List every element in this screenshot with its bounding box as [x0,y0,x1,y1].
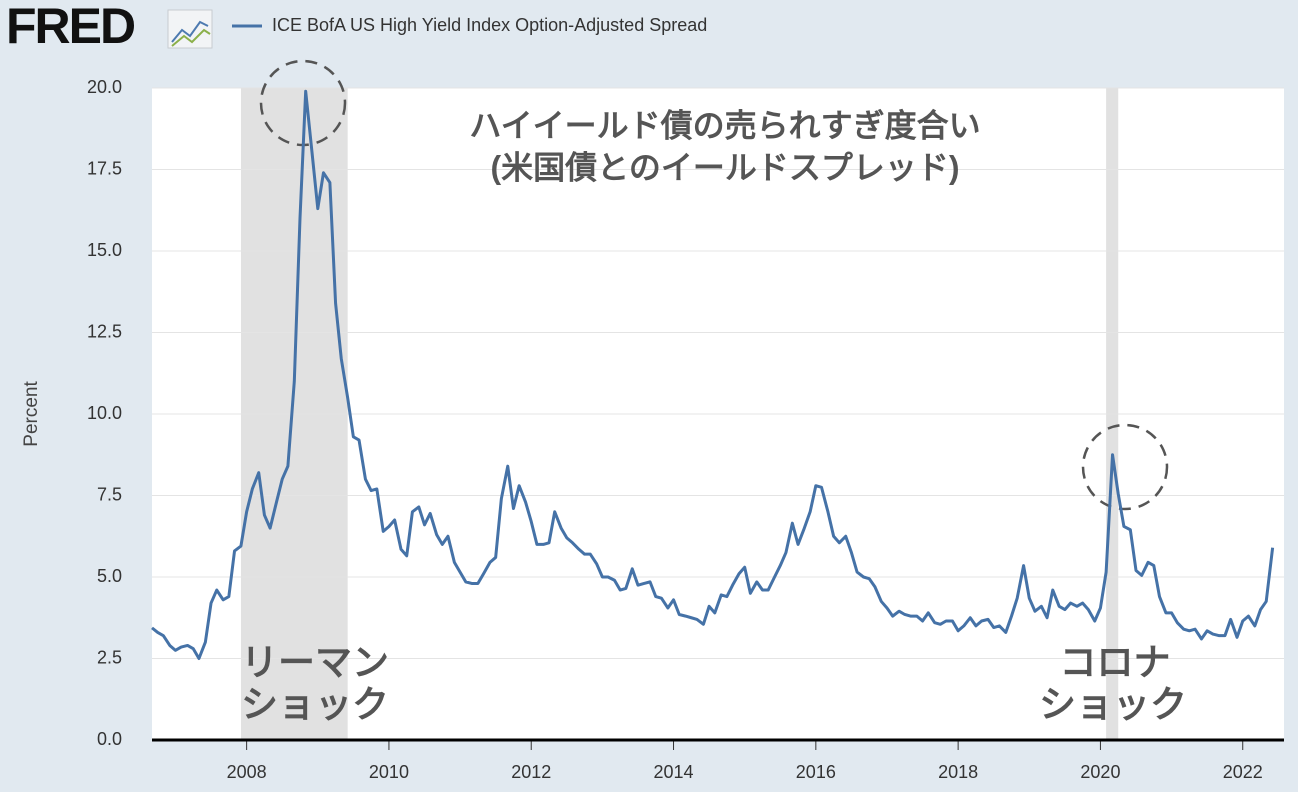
x-tick-label: 2018 [938,762,978,782]
annotation: ショック [1039,684,1187,725]
y-tick-label: 10.0 [87,403,122,423]
series-line [151,89,1275,660]
y-tick-label: 0.0 [97,729,122,749]
y-tick-label: 15.0 [87,240,122,260]
legend-label: ICE BofA US High Yield Index Option-Adju… [272,15,707,35]
annotation: ハイイールド債の売られすぎ度合い [469,107,980,143]
x-tick-label: 2010 [369,762,409,782]
annotation: リーマン [241,642,389,683]
y-tick-label: 12.5 [87,321,122,341]
y-tick-label: 5.0 [97,566,122,586]
y-tick-label: 2.5 [97,647,122,667]
x-tick-label: 2014 [654,762,694,782]
x-tick-label: 2020 [1080,762,1120,782]
y-tick-label: 7.5 [97,484,122,504]
logo-icon [167,9,213,49]
y-tick-label: 17.5 [87,158,122,178]
logo: FRED [6,0,135,54]
y-tick-label: 20.0 [87,77,122,97]
highlight-circle [1081,423,1169,511]
x-tick-label: 2012 [511,762,551,782]
x-tick-label: 2016 [796,762,836,782]
x-tick-label: 2008 [227,762,267,782]
x-tick-label: 2022 [1223,762,1263,782]
y-axis-label: Percent [21,381,42,447]
annotation: コロナ [1060,642,1171,683]
annotation: ショック [241,684,389,725]
annotation: (米国債とのイールドスプレッド) [491,149,960,185]
